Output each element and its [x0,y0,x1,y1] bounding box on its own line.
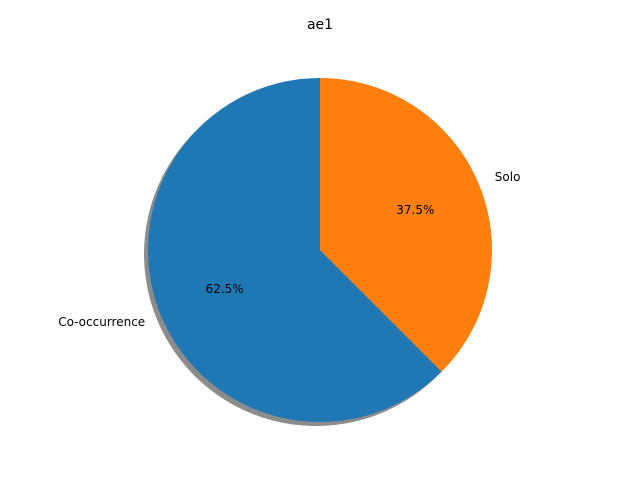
pie-slices [147,78,492,422]
slice-label-solo: Solo [495,170,521,184]
slice-percent-solo: 37.5% [396,203,434,217]
pie-slice-solo [320,78,492,372]
pie-slice-co-occurrence [147,78,442,422]
pie-labels: Co-occurrence 62.5% Solo 37.5% [58,170,520,329]
slice-percent-co-occurrence: 62.5% [206,282,244,296]
slice-label-co-occurrence: Co-occurrence [58,315,145,329]
chart-title: ae1 [307,17,333,33]
